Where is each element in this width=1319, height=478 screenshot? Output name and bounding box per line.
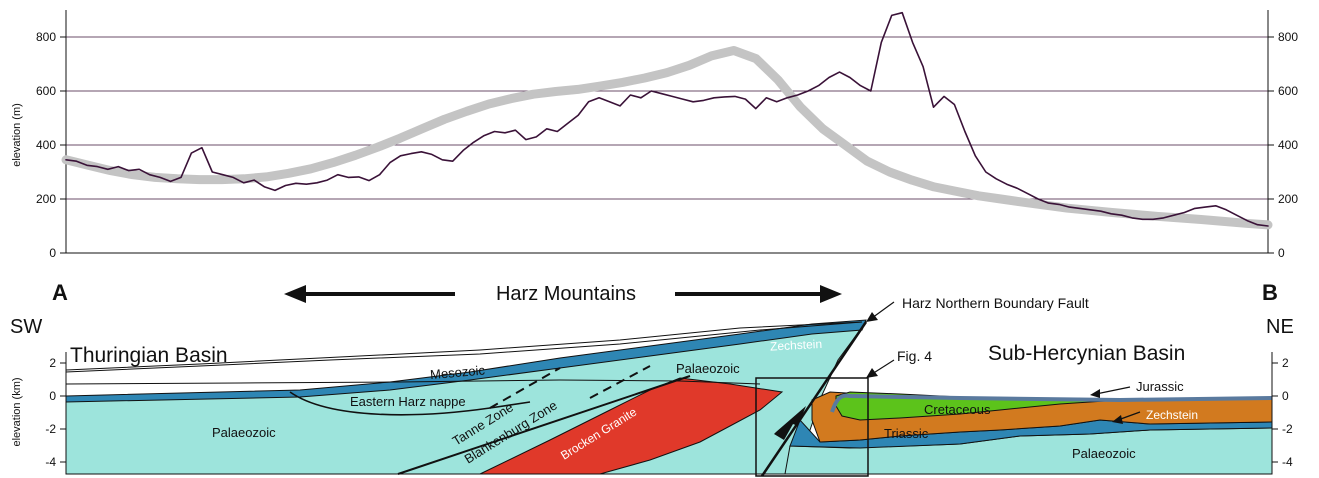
thuringian-basin-label: Thuringian Basin [70,344,228,367]
tick-label-left-800: 800 [36,30,56,44]
tick-label-right-600: 600 [1278,84,1298,98]
fault-callout-arrow [871,301,895,319]
section-tick-label-right--4: -4 [1282,455,1293,469]
section-end-label-right: B [1262,280,1278,305]
fig-4-callout-arrow [871,359,895,375]
unit-label-jurassic: Jurassic [1136,379,1184,394]
chart-gridlines [66,36,1268,200]
base-reference-line [65,379,761,385]
geological-cross-section: Mesozoic Zechstein Palaeozoic Eastern Ha… [11,295,1293,477]
arrow-left-head [284,285,306,303]
fig-4-label: Fig. 4 [897,348,932,364]
chart-series [61,11,1273,230]
unit-label-triassic: Triassic [884,426,929,441]
harz-extent-arrows [284,285,842,303]
unit-label-zechstein: Zechstein [770,337,823,354]
tick-label-left-400: 400 [36,138,56,152]
section-tick-label-left-2: 2 [49,356,56,370]
direction-label-right: NE [1266,316,1294,338]
fig-4-reference-box [755,377,869,477]
profile-y-axis-label: elevation (m) [11,103,23,167]
brocken-granite-body [479,377,784,475]
section-tick-label-right-0: 0 [1282,389,1289,403]
jurassic-callout-arrow [1095,386,1131,395]
section-tick-label-left--4: -4 [45,455,56,469]
jurassic-band [830,393,1273,413]
tick-label-right-800: 800 [1278,30,1298,44]
mesozoic-top-line [65,321,863,373]
elevation-profile-chart: 0 0 200 200 400 400 600 600 800 800 elevation (m) [11,10,1298,260]
unit-label-palaeozoic-right: Palaeozoic [1072,446,1136,461]
tick-label-right-200: 200 [1278,192,1298,206]
tick-label-left-600: 600 [36,84,56,98]
unit-label-zechstein-right: Zechstein [1146,408,1198,422]
section-end-label-left: A [52,280,68,305]
unit-label-palaeozoic-left: Palaeozoic [212,425,276,440]
unit-label-mesozoic: Mesozoic [429,362,486,382]
fault-label: Harz Northern Boundary Fault [902,295,1089,311]
section-axes: 2 2 0 0 -2 -2 -4 -4 [45,352,1293,474]
tick-label-right-0: 0 [1278,246,1285,260]
sub-hercynian-basin-label: Sub-Hercynian Basin [988,342,1185,365]
section-tick-label-right-2: 2 [1282,356,1289,370]
arrow-right-head [820,285,842,303]
fault-motion-arrow [774,406,806,440]
tick-label-left-200: 200 [36,192,56,206]
section-tick-label-left--2: -2 [45,422,56,436]
direction-label-left: SW [10,316,42,338]
tick-label-left-0: 0 [49,246,56,260]
unit-label-palaeozoic-upper: Palaeozoic [676,361,740,376]
harz-mountains-label: Harz Mountains [496,283,636,305]
chart-axes [60,10,1274,254]
blankenburg-line-dashed [589,365,651,399]
section-tick-label-right--2: -2 [1282,422,1293,436]
chart-tick-labels: 0 0 200 200 400 400 600 600 800 800 [36,30,1298,260]
series-line-1 [61,46,1273,230]
tick-label-right-400: 400 [1278,138,1298,152]
tanne-zone-line-dashed [489,367,561,409]
eastern-harz-nappe-outline [289,391,531,416]
unit-label-eastern-harz-nappe: Eastern Harz nappe [350,394,466,409]
harz-northern-boundary-fault-line [760,321,868,477]
surface-line [65,321,863,371]
section-y-axis-label: elevation (km) [11,377,23,446]
section-tick-label-left-0: 0 [49,389,56,403]
unit-label-cretaceous: Cretaceous [924,402,991,417]
series-line-0 [65,11,1269,227]
tanne-zone-line [397,375,691,475]
